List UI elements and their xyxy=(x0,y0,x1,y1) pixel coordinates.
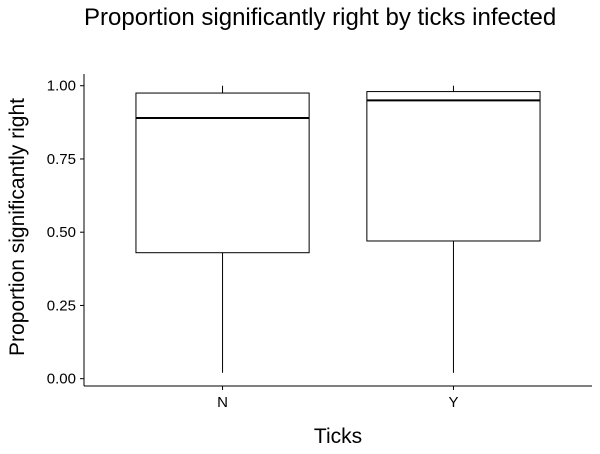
y-tick-label: 0.25 xyxy=(47,297,76,314)
y-tick-label: 1.00 xyxy=(47,78,76,95)
y-axis-title: Proportion significantly right xyxy=(6,98,29,356)
y-tick-label: 0.50 xyxy=(47,224,76,241)
box-Y xyxy=(366,85,541,373)
box-body xyxy=(135,92,310,254)
y-ticks: 0.00 0.25 0.50 0.75 1.00 xyxy=(47,78,84,388)
x-axis-title: Ticks xyxy=(314,425,362,448)
y-tick-label: 0.75 xyxy=(47,151,76,168)
x-tick-label: N xyxy=(217,394,228,411)
y-tick-label: 0.00 xyxy=(47,371,76,388)
x-tick-label: Y xyxy=(448,394,458,411)
boxes xyxy=(135,85,541,373)
box-N xyxy=(135,85,310,373)
axes xyxy=(83,74,592,387)
box-body xyxy=(366,91,541,242)
chart-title: Proportion significantly right by ticks … xyxy=(84,4,557,31)
